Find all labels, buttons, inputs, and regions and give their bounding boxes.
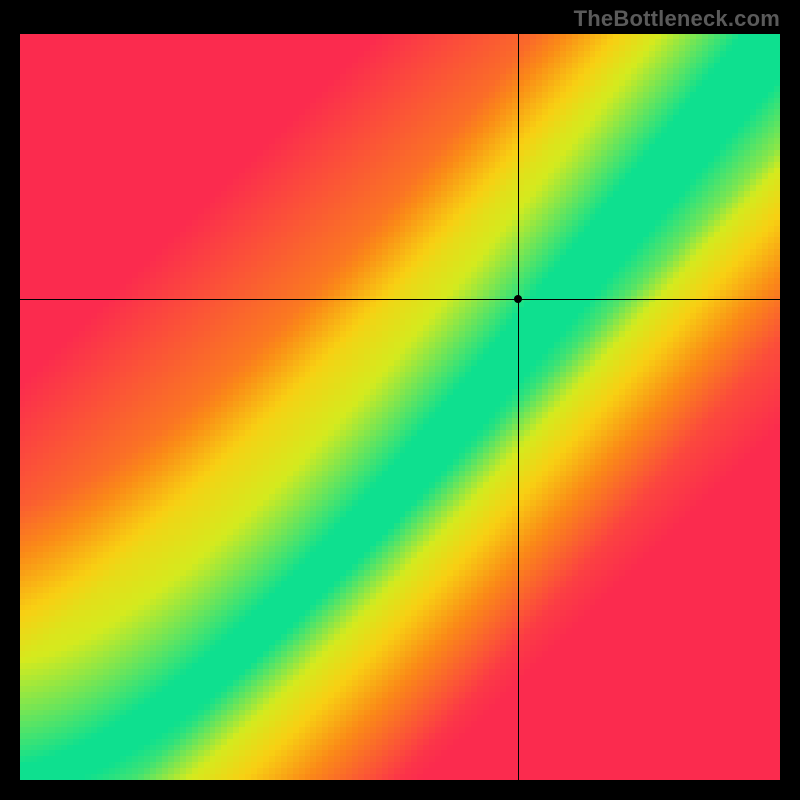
chart-container: TheBottleneck.com: [0, 0, 800, 800]
crosshair-vertical: [518, 34, 519, 780]
watermark-text: TheBottleneck.com: [574, 6, 780, 32]
plot-area: [20, 34, 780, 780]
crosshair-point: [514, 295, 522, 303]
crosshair-horizontal: [20, 299, 780, 300]
heatmap-canvas: [20, 34, 780, 780]
